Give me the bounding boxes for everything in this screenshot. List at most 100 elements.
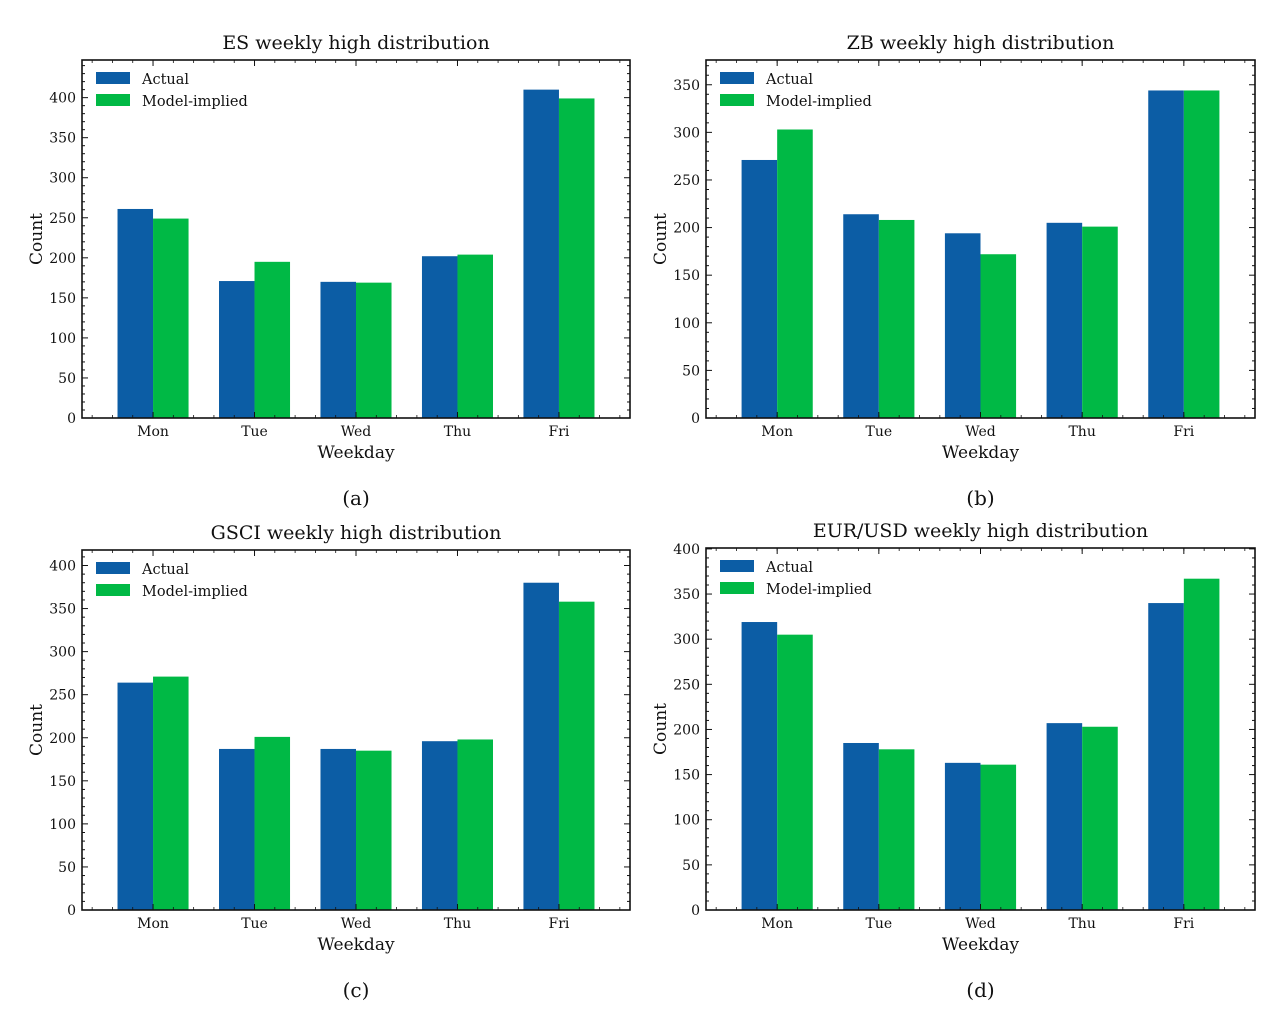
bar-model-tue <box>878 749 915 910</box>
y-axis-label: Count <box>27 704 47 756</box>
bar-actual-fri <box>523 89 559 418</box>
bar-model-wed <box>356 282 392 418</box>
x-axis-label: Weekday <box>317 443 395 463</box>
x-tick-label: Thu <box>444 916 471 932</box>
chart-panel-3: 0 50 100 150 200 250 300 350 400 Mon Tue Wed Thu Fri E… <box>651 520 1256 1002</box>
legend-label-model: Model-implied <box>142 584 248 600</box>
bar-model-wed <box>356 750 392 910</box>
y-tick-label: 300 <box>673 125 700 141</box>
bar-actual-mon <box>117 682 154 910</box>
bar-model-mon <box>153 676 189 910</box>
bar-model-thu <box>1082 226 1118 418</box>
bar-model-fri <box>558 98 595 418</box>
y-tick-label: 250 <box>49 211 76 227</box>
bar-model-mon <box>153 218 189 418</box>
x-tick-label: Wed <box>965 916 996 932</box>
bar-model-fri <box>558 601 595 910</box>
bar-actual-tue <box>843 742 879 910</box>
bar-actual-thu <box>1046 222 1083 418</box>
legend-swatch-model <box>720 94 754 106</box>
y-tick-label: 250 <box>49 688 76 704</box>
y-axis-label: Count <box>651 213 671 265</box>
y-tick-label: 0 <box>67 903 76 919</box>
x-tick-label: Thu <box>444 424 471 440</box>
bar-actual-mon <box>741 622 778 910</box>
x-tick-label: Tue <box>866 916 893 932</box>
bar-actual-tue <box>219 748 255 910</box>
x-tick-label: Thu <box>1068 424 1095 440</box>
legend-swatch-actual <box>720 560 754 572</box>
y-tick-label: 50 <box>58 860 76 876</box>
legend: Actual Model-implied <box>720 560 872 598</box>
bar-actual-thu <box>421 256 458 418</box>
y-tick-label: 50 <box>682 858 700 874</box>
legend-label-model: Model-implied <box>142 94 248 110</box>
bar-actual-mon <box>741 159 778 419</box>
legend-swatch-actual <box>96 72 130 84</box>
bar-actual-fri <box>1148 90 1184 419</box>
bar-model-tue <box>254 261 291 418</box>
y-tick-label: 200 <box>673 722 700 738</box>
x-tick-label: Mon <box>761 916 793 932</box>
legend-swatch-actual <box>96 562 130 574</box>
bar-actual-wed <box>320 748 356 910</box>
bar-actual-wed <box>944 762 981 910</box>
bar-actual-mon <box>117 208 154 418</box>
chart-title: GSCI weekly high distribution <box>211 522 502 544</box>
x-tick-label: Thu <box>1068 916 1095 932</box>
panel-caption: (c) <box>343 978 370 1002</box>
chart-panel-2: 0 50 100 150 200 250 300 350 400 Mon Tue Wed Thu Fri G… <box>27 522 631 1002</box>
legend-label-actual: Actual <box>141 72 189 88</box>
y-tick-label: 50 <box>682 363 700 379</box>
x-tick-label: Fri <box>1173 424 1194 440</box>
y-axis-label: Count <box>651 703 671 755</box>
legend: Actual Model-implied <box>96 72 248 110</box>
y-tick-label: 200 <box>673 221 700 237</box>
bar-actual-wed <box>944 233 981 418</box>
y-tick-label: 50 <box>58 371 76 387</box>
chart-title: EUR/USD weekly high distribution <box>813 520 1148 542</box>
x-tick-label: Mon <box>137 916 169 932</box>
bar-model-mon <box>777 129 813 419</box>
y-tick-label: 350 <box>49 131 76 147</box>
x-tick-label: Tue <box>866 424 893 440</box>
y-tick-label: 400 <box>673 542 700 558</box>
bar-actual-fri <box>1148 603 1184 910</box>
chart-title: ES weekly high distribution <box>222 32 489 54</box>
legend-label-actual: Actual <box>141 562 189 578</box>
y-tick-label: 300 <box>49 645 76 661</box>
x-tick-label: Mon <box>137 424 169 440</box>
legend-swatch-model <box>720 582 754 594</box>
x-tick-label: Wed <box>341 424 372 440</box>
bar-model-fri <box>1183 578 1220 910</box>
y-tick-label: 350 <box>673 587 700 603</box>
bar-actual-fri <box>523 582 559 910</box>
bar-model-thu <box>457 254 493 418</box>
y-tick-label: 200 <box>49 731 76 747</box>
x-tick-label: Tue <box>241 916 268 932</box>
bar-model-mon <box>777 634 813 910</box>
bar-actual-thu <box>1046 723 1083 910</box>
panel-caption: (d) <box>966 978 994 1002</box>
x-tick-label: Wed <box>965 424 996 440</box>
legend-swatch-actual <box>720 72 754 84</box>
y-tick-label: 350 <box>49 602 76 618</box>
x-axis-label: Weekday <box>942 443 1020 463</box>
legend-label-actual: Actual <box>765 72 813 88</box>
legend-swatch-model <box>96 584 130 596</box>
bar-actual-thu <box>421 741 458 910</box>
y-tick-label: 400 <box>49 559 76 575</box>
x-tick-label: Tue <box>241 424 268 440</box>
legend: Actual Model-implied <box>720 72 872 110</box>
bar-actual-tue <box>219 281 255 418</box>
chart-panel-1: 0 50 100 150 200 250 300 350 Mon Tue Wed Thu Fri ZB w… <box>651 32 1256 510</box>
chart-title: ZB weekly high distribution <box>847 32 1115 54</box>
y-tick-label: 150 <box>673 268 700 284</box>
y-tick-label: 0 <box>691 903 700 919</box>
y-tick-label: 250 <box>673 173 700 189</box>
y-axis-label: Count <box>27 213 47 265</box>
bar-actual-tue <box>843 214 879 418</box>
y-tick-label: 150 <box>673 768 700 784</box>
chart-panel-0: 0 50 100 150 200 250 300 350 400 Mon Tue Wed Thu Fri E… <box>27 32 631 510</box>
y-tick-label: 100 <box>49 331 76 347</box>
